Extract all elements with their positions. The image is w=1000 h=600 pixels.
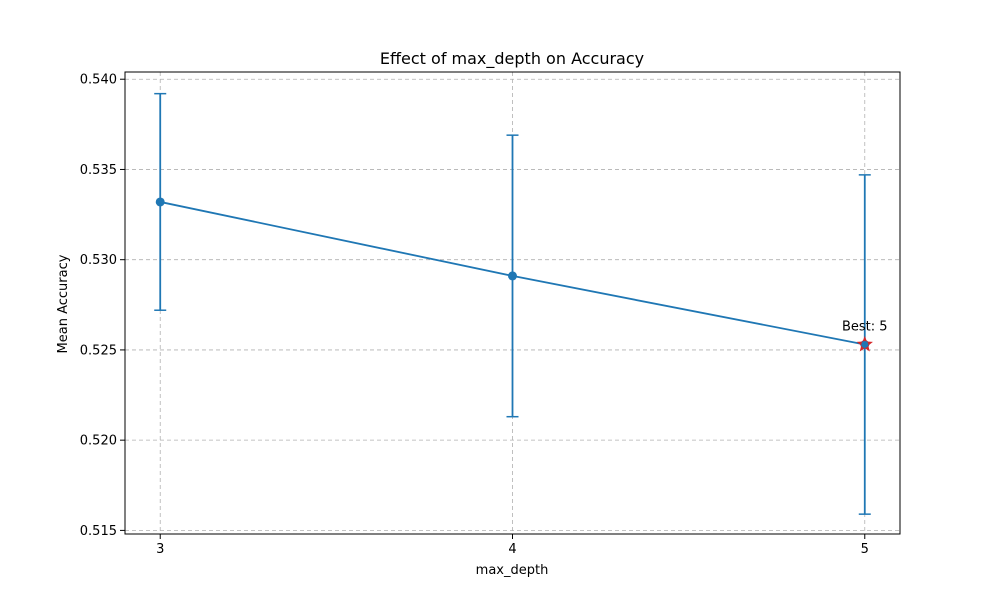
x-tick-label: 5 <box>861 542 869 557</box>
y-tick-label: 0.530 <box>80 253 117 268</box>
axes: 3 4 5 0.515 0.520 0.525 0.530 0.535 0.540 <box>80 71 901 557</box>
best-point-overlay <box>861 341 869 349</box>
y-axis-label: Mean Accuracy <box>56 254 71 353</box>
plot-frame <box>124 71 901 535</box>
y-tick-label: 0.540 <box>80 73 117 88</box>
best-annotation: Best: 5 <box>842 320 888 335</box>
y-tick-label: 0.520 <box>80 434 117 449</box>
chart-title: Effect of max_depth on Accuracy <box>380 49 644 69</box>
x-axis-label: max_depth <box>476 563 549 578</box>
x-tick-label: 4 <box>508 542 516 557</box>
y-tick-label: 0.515 <box>80 524 117 539</box>
series-layer: Best: 5 <box>154 92 888 515</box>
data-point <box>508 271 517 281</box>
y-tick-label: 0.525 <box>80 343 117 358</box>
data-point <box>155 197 165 207</box>
y-tick-label: 0.535 <box>80 163 117 178</box>
x-tick-label: 3 <box>156 542 164 557</box>
